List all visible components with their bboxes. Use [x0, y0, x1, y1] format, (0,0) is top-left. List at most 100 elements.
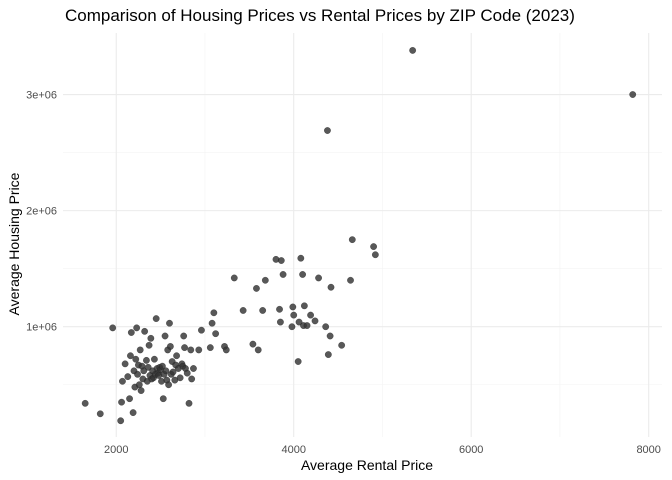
data-point	[409, 47, 416, 54]
data-point	[135, 381, 143, 389]
data-point	[127, 329, 135, 336]
data-point	[315, 274, 322, 282]
data-point	[176, 374, 184, 382]
data-point	[327, 283, 335, 291]
data-point	[338, 341, 345, 349]
data-point	[187, 346, 195, 354]
data-point	[190, 365, 197, 372]
data-point	[81, 399, 89, 407]
data-point	[169, 368, 177, 376]
data-point	[249, 340, 257, 348]
data-point	[348, 236, 356, 243]
data-point	[159, 362, 166, 370]
data-point	[162, 367, 170, 375]
y-axis-label: Average Housing Price	[6, 172, 22, 315]
data-point	[183, 369, 191, 377]
data-point	[141, 328, 148, 335]
data-point	[109, 324, 117, 332]
data-point	[185, 399, 193, 407]
data-point	[126, 395, 133, 403]
data-point	[289, 303, 297, 311]
data-point	[136, 346, 144, 354]
y-tick-label: 2e+06	[26, 206, 57, 218]
data-point	[117, 417, 125, 425]
data-point	[127, 352, 134, 360]
data-point	[140, 367, 148, 375]
data-point	[307, 311, 314, 319]
data-point	[288, 323, 296, 331]
y-axis-ticks: 1e+06 2e+06 3e+06	[26, 90, 57, 334]
data-point	[180, 332, 188, 340]
chart-title: Comparison of Housing Prices vs Rental P…	[65, 6, 575, 25]
data-point	[188, 375, 196, 383]
data-point	[297, 254, 305, 262]
data-point	[159, 395, 167, 403]
data-point	[629, 91, 637, 98]
data-point	[311, 317, 319, 325]
data-point	[129, 409, 137, 416]
data-point	[303, 322, 311, 329]
data-point	[144, 363, 152, 371]
data-point	[326, 332, 334, 340]
data-point	[290, 311, 298, 319]
data-point	[212, 330, 219, 338]
data-point	[276, 305, 283, 313]
y-tick-label: 3e+06	[26, 90, 57, 102]
data-point	[277, 318, 284, 326]
data-point	[173, 352, 180, 360]
data-point	[259, 307, 267, 314]
data-point	[206, 344, 214, 351]
data-point	[210, 309, 218, 317]
data-point	[195, 346, 203, 354]
data-point	[299, 271, 306, 278]
data-point	[239, 307, 247, 314]
data-point	[166, 319, 173, 327]
data-point	[133, 324, 141, 332]
x-tick-label: 4000	[281, 444, 305, 456]
data-point	[347, 276, 354, 284]
data-point	[118, 398, 125, 406]
data-point	[277, 257, 285, 264]
x-tick-label: 2000	[104, 444, 128, 456]
data-point	[181, 344, 188, 351]
data-point	[121, 360, 129, 368]
data-point	[161, 332, 169, 340]
x-tick-label: 6000	[459, 444, 483, 456]
data-point	[143, 357, 150, 364]
data-point	[165, 381, 172, 389]
x-axis-label: Average Rental Price	[301, 457, 433, 473]
data-point	[145, 341, 153, 349]
y-tick-label: 1e+06	[26, 322, 57, 334]
data-point	[370, 243, 377, 250]
data-point	[254, 346, 262, 354]
x-axis-ticks: 2000 4000 6000 8000	[104, 444, 661, 456]
data-point	[322, 323, 330, 331]
data-point	[119, 377, 126, 385]
data-point	[222, 346, 230, 354]
data-point	[152, 315, 160, 322]
data-point	[279, 271, 287, 278]
grid-lines	[63, 33, 662, 437]
data-point	[294, 358, 302, 365]
x-tick-label: 8000	[636, 444, 660, 456]
data-point	[96, 410, 104, 418]
data-point	[124, 373, 132, 380]
data-point	[137, 387, 145, 394]
data-point	[295, 318, 303, 326]
data-point	[261, 276, 269, 284]
data-points	[81, 47, 637, 425]
data-point	[147, 334, 155, 342]
data-point	[301, 302, 308, 310]
data-point	[198, 326, 205, 334]
data-point	[167, 343, 174, 350]
data-point	[134, 370, 141, 378]
data-point	[132, 355, 140, 363]
data-point	[208, 319, 216, 327]
data-point	[372, 251, 379, 259]
data-point	[324, 351, 332, 358]
data-point	[253, 285, 260, 292]
data-point	[151, 355, 158, 363]
data-point	[324, 127, 331, 134]
data-point	[230, 274, 238, 282]
